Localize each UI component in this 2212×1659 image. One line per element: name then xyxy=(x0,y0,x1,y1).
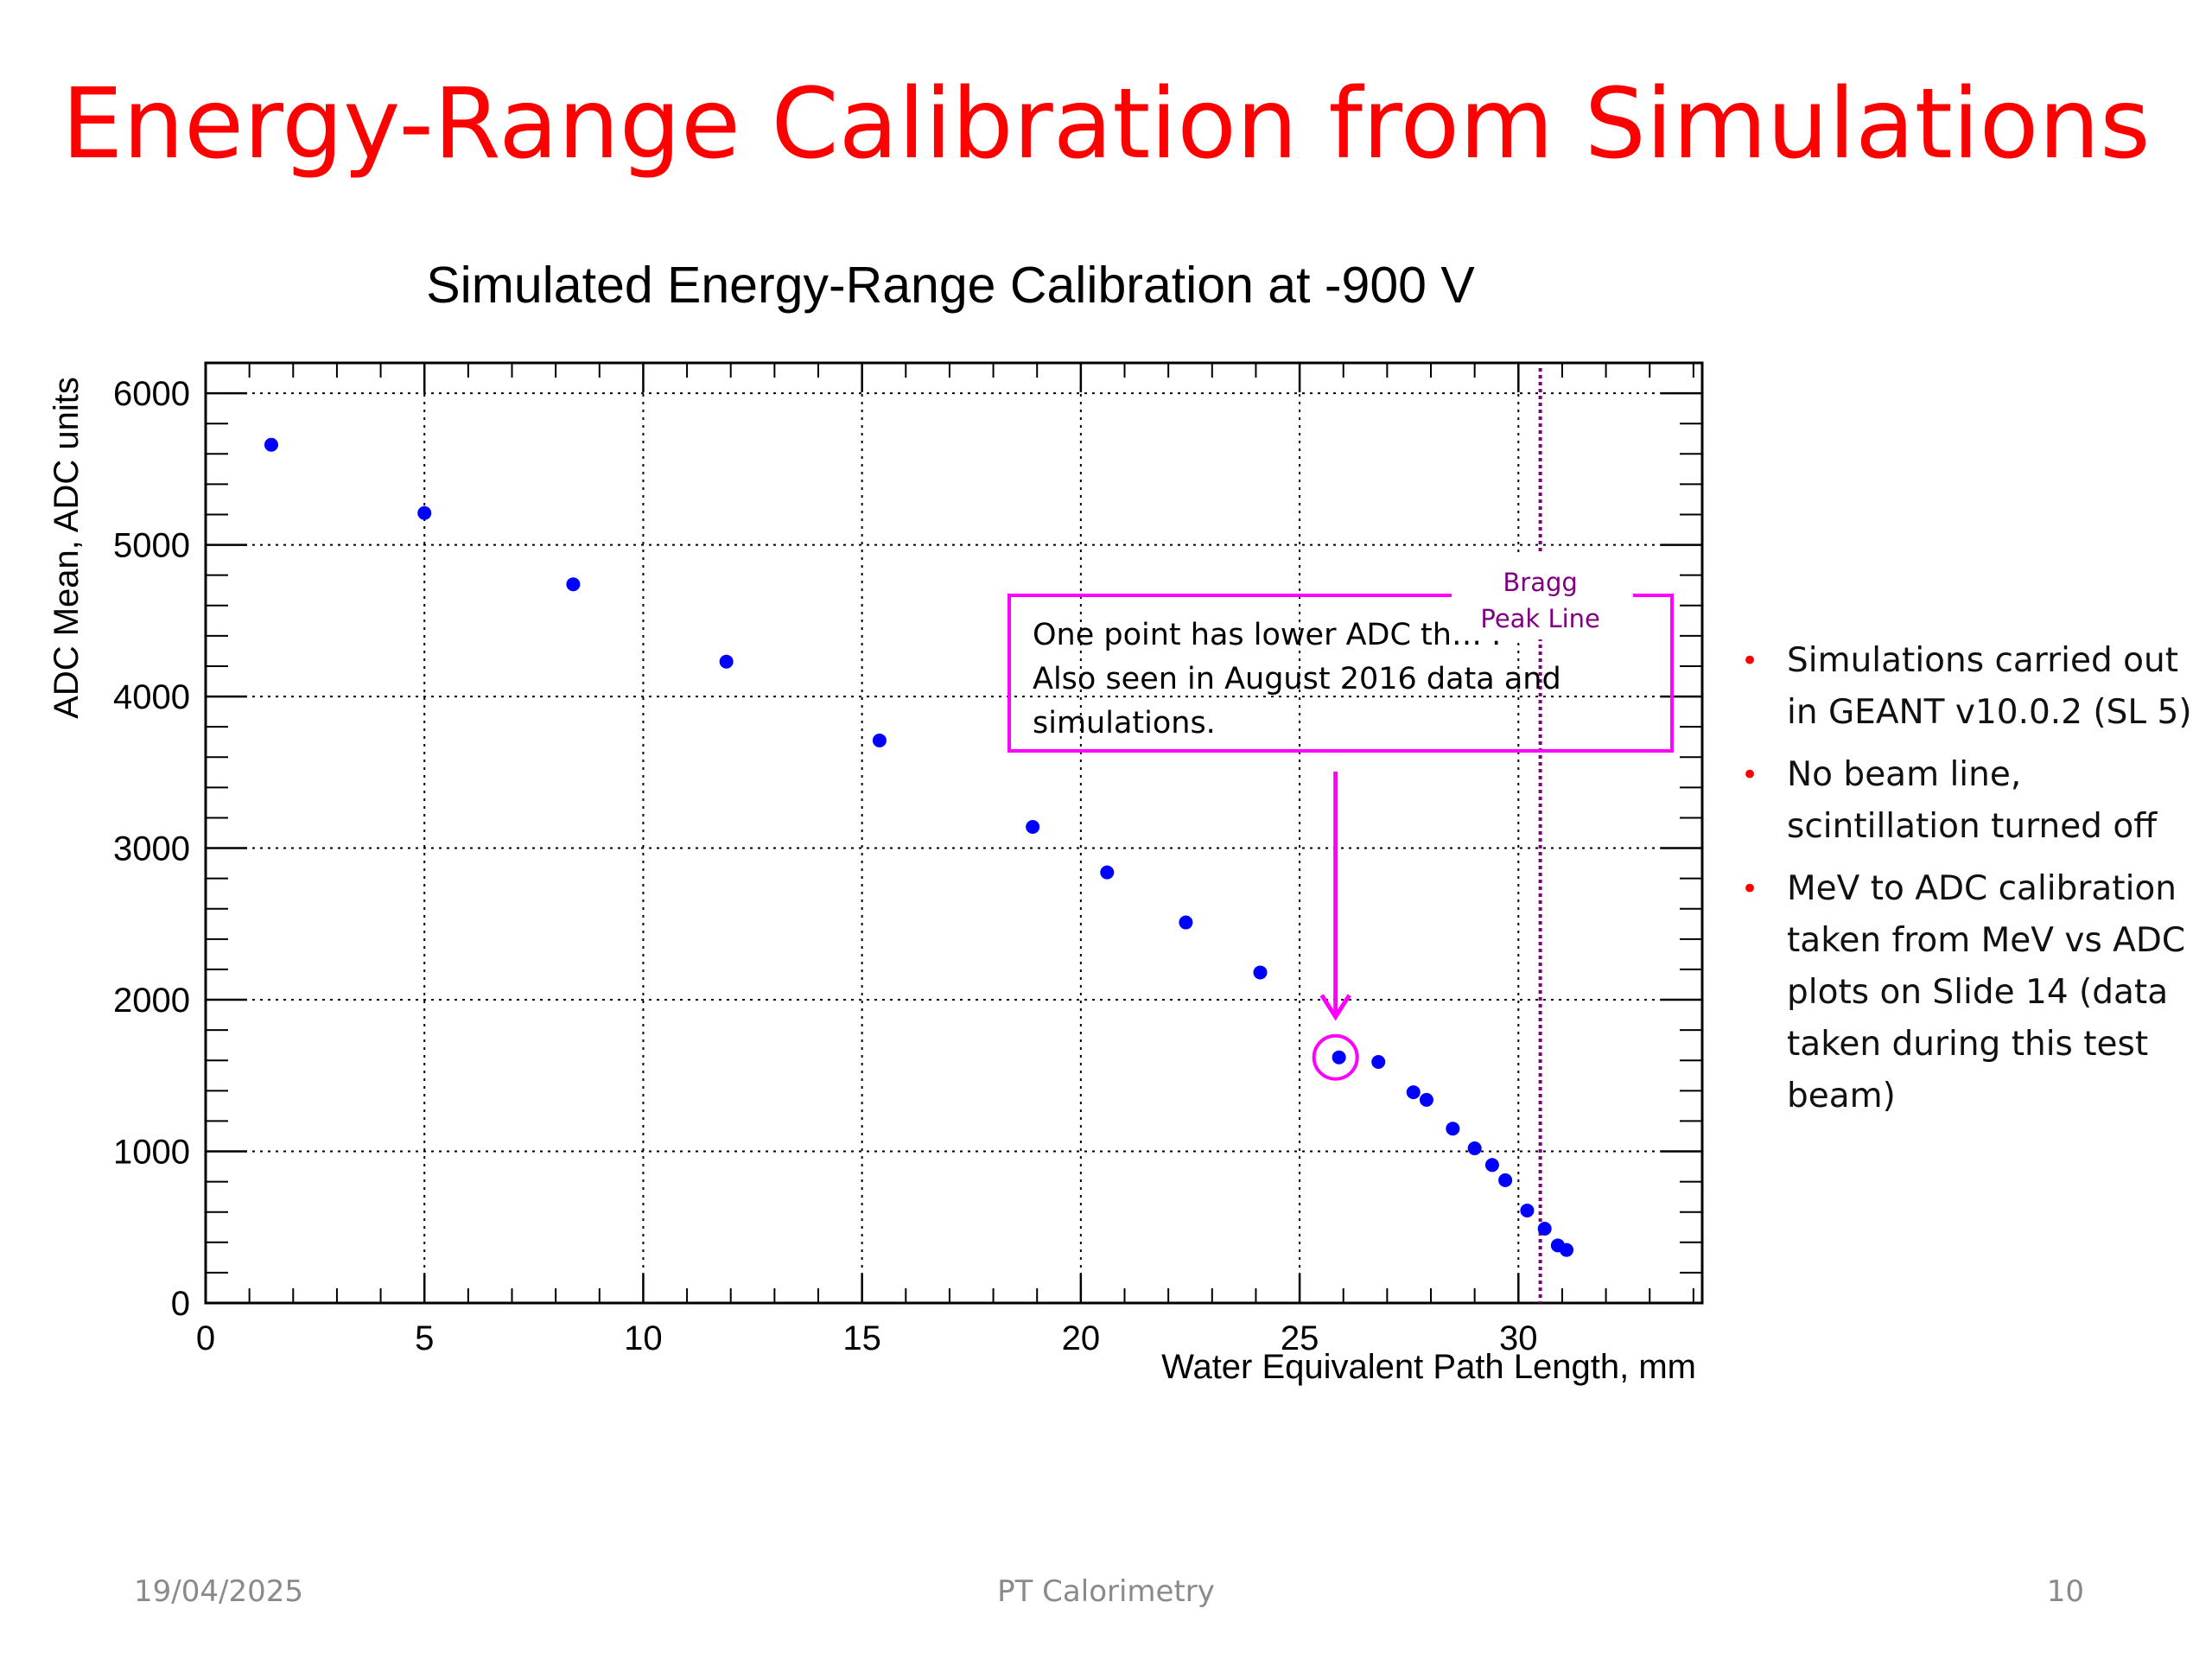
y-tick-label: 2000 xyxy=(113,982,190,1020)
y-tick-label: 0 xyxy=(171,1285,190,1323)
grid-lines xyxy=(206,363,1702,1303)
data-point xyxy=(1446,1122,1460,1136)
plot-frame xyxy=(204,361,1704,1305)
y-tick-label: 3000 xyxy=(113,830,190,868)
annotation-text-line: simulations. xyxy=(1033,706,1216,741)
data-point xyxy=(1371,1054,1386,1069)
data-point xyxy=(719,654,734,669)
x-tick-label: 20 xyxy=(1062,1319,1101,1357)
data-point xyxy=(1253,965,1268,980)
data-point xyxy=(1498,1173,1513,1187)
bullet-list: Simulations carried out in GEANT v10.0.2… xyxy=(1741,635,2208,1133)
bragg-label-background xyxy=(1452,553,1633,639)
data-point xyxy=(1419,1092,1433,1107)
footer-date: 19/04/2025 xyxy=(134,1574,303,1609)
data-point xyxy=(566,577,581,592)
y-axis-label: ADC Mean, ADC units xyxy=(48,377,86,719)
x-tick-label: 0 xyxy=(196,1319,215,1357)
bullet-item: No beam line, scintillation turned off xyxy=(1741,749,2208,853)
x-axis-label: Water Equivalent Path Length, mm xyxy=(1161,1348,1696,1386)
highlight-circle xyxy=(1312,1033,1359,1081)
data-point xyxy=(1100,865,1115,880)
x-tick-label: 30 xyxy=(1499,1319,1538,1357)
bragg-peak-label: Bragg xyxy=(1503,568,1577,597)
bullet-item: Simulations carried out in GEANT v10.0.2… xyxy=(1741,635,2208,739)
page-number: 10 xyxy=(2046,1574,2084,1609)
annotation-text-line: Also seen in August 2016 data and xyxy=(1033,662,1561,696)
y-tick-label: 6000 xyxy=(113,375,190,413)
data-point xyxy=(872,733,887,747)
footer-center: PT Calorimetry xyxy=(997,1574,1215,1609)
scatter-chart: Simulated Energy-Range Calibration at -9… xyxy=(48,257,1704,1386)
data-point xyxy=(417,505,432,520)
annotation-box xyxy=(1007,594,1674,753)
bullet-item: MeV to ADC calibration taken from MeV vs… xyxy=(1741,863,2208,1122)
data-point xyxy=(1179,915,1193,930)
x-tick-label: 25 xyxy=(1281,1319,1319,1357)
data-point xyxy=(1560,1243,1574,1257)
data-point xyxy=(1520,1203,1535,1217)
chart-title: Simulated Energy-Range Calibration at -9… xyxy=(426,257,1475,314)
data-point xyxy=(1406,1085,1421,1100)
y-tick-label: 5000 xyxy=(113,527,190,565)
data-points xyxy=(264,437,1574,1257)
x-tick-label: 5 xyxy=(415,1319,434,1357)
annotation-arrowhead xyxy=(1319,994,1351,1021)
data-point xyxy=(1332,1050,1346,1065)
annotation-callout: One point has lower ADC th… . Also seen i… xyxy=(1007,553,1674,1081)
x-tick-label: 10 xyxy=(624,1319,663,1357)
data-point xyxy=(264,437,278,452)
y-tick-label: 1000 xyxy=(113,1134,190,1172)
data-point xyxy=(1537,1222,1552,1236)
data-point xyxy=(1484,1158,1499,1173)
x-tick-label: 15 xyxy=(842,1319,881,1357)
y-axis: 0 1000 2000 3000 4000 5000 6000 xyxy=(113,375,1702,1323)
slide-title: Energy-Range Calibration from Simulation… xyxy=(61,68,2151,181)
annotation-text-line: One point has lower ADC th… . xyxy=(1033,618,1501,652)
x-axis: 0 5 10 15 20 25 30 xyxy=(196,363,1694,1357)
data-point xyxy=(1467,1141,1482,1156)
y-tick-label: 4000 xyxy=(113,678,190,716)
bragg-peak-label: Peak Line xyxy=(1480,604,1600,633)
data-point xyxy=(1026,819,1040,834)
